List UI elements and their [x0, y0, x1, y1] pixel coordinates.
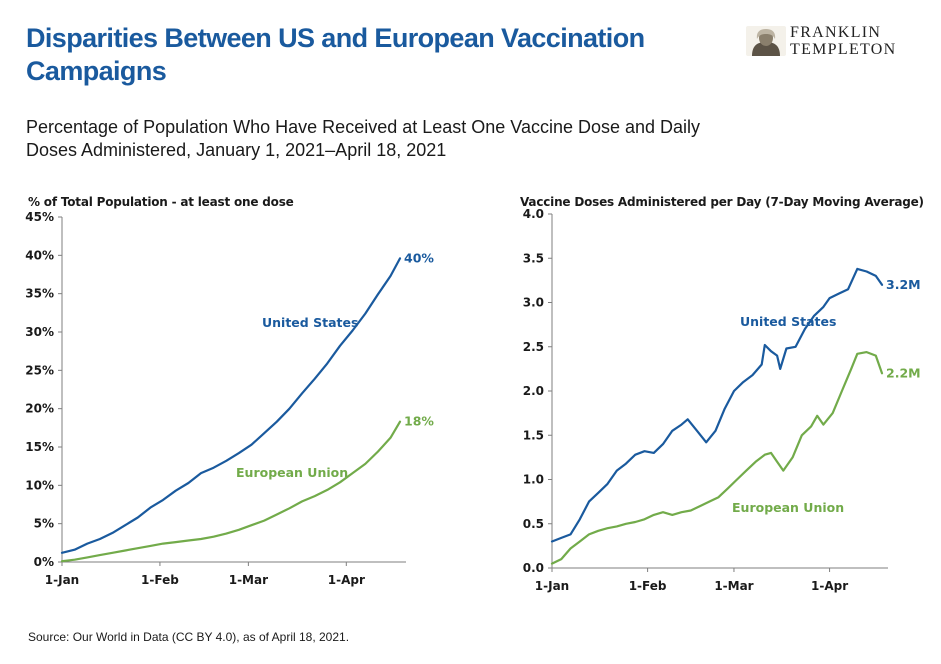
left-y-tick-label: 5%: [34, 517, 54, 531]
right-y-tick-label: 2.0: [523, 384, 544, 398]
right-end-label-us: 3.2M: [886, 277, 921, 292]
right-x-tick-label: 1-Feb: [629, 579, 667, 593]
left-y-tick-label: 30%: [25, 325, 54, 339]
right-y-tick-label: 1.5: [523, 428, 544, 442]
right-chart-ylabel: Vaccine Doses Administered per Day (7-Da…: [520, 195, 924, 209]
left-series-label-us: United States: [262, 315, 358, 330]
right-series-line-eu: [550, 351, 884, 565]
right-series-line-us: [550, 267, 884, 543]
right-y-tick-label: 0.5: [523, 517, 544, 531]
left-y-tick-label: 0%: [34, 555, 54, 569]
left-x-tick-label: 1-Mar: [229, 573, 268, 587]
left-y-tick-label: 15%: [25, 440, 54, 454]
left-y-tick-label: 25%: [25, 363, 54, 377]
left-y-tick-label: 35%: [25, 287, 54, 301]
right-x-tick-label: 1-Jan: [535, 579, 569, 593]
page-title: Disparities Between US and European Vacc…: [26, 23, 645, 86]
right-y-tick-label: 3.0: [523, 296, 544, 310]
left-y-tick-label: 40%: [25, 248, 54, 262]
left-x-tick-label: 1-Apr: [328, 573, 365, 587]
source-note: Source: Our World in Data (CC BY 4.0), a…: [28, 630, 350, 644]
left-series-line-us: [60, 257, 402, 554]
page-subtitle: Percentage of Population Who Have Receiv…: [26, 117, 701, 160]
franklin-templeton-logo: FRANKLIN TEMPLETON: [746, 22, 916, 62]
left-series-line-eu: [60, 420, 402, 563]
right-y-tick-label: 2.5: [523, 340, 544, 354]
left-y-tick-label: 20%: [25, 402, 54, 416]
right-series-label-us: United States: [740, 314, 836, 329]
benjamin-franklin-portrait-icon: [746, 26, 786, 56]
left-x-tick-label: 1-Jan: [45, 573, 79, 587]
right-y-tick-label: 1.0: [523, 473, 544, 487]
left-y-tick-label: 10%: [25, 478, 54, 492]
left-x-tick-label: 1-Feb: [141, 573, 179, 587]
left-end-label-us: 40%: [404, 250, 434, 265]
logo-line-franklin: FRANKLIN: [790, 24, 882, 41]
right-y-tick-label: 3.5: [523, 251, 544, 265]
logo-line-templeton: TEMPLETON: [790, 41, 897, 58]
right-end-label-eu: 2.2M: [886, 365, 921, 380]
left-chart-ylabel: % of Total Population - at least one dos…: [28, 195, 294, 209]
right-y-tick-label: 4.0: [523, 207, 544, 221]
right-x-tick-label: 1-Apr: [811, 579, 848, 593]
right-x-tick-label: 1-Mar: [714, 579, 753, 593]
left-end-label-eu: 18%: [404, 414, 434, 429]
right-series-label-eu: European Union: [732, 500, 844, 515]
right-y-tick-label: 0.0: [523, 561, 544, 575]
left-series-label-eu: European Union: [236, 465, 348, 480]
left-y-tick-label: 45%: [25, 210, 54, 224]
